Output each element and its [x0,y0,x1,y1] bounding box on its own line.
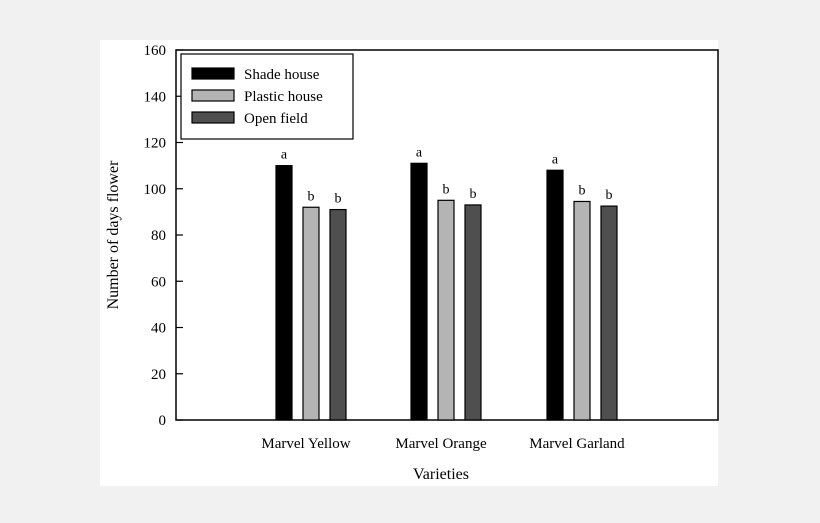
significance-label: b [443,182,450,197]
bar [329,208,347,421]
significance-label: a [281,148,288,163]
legend-label: Shade house [244,67,320,83]
bar [573,200,591,421]
significance-label: b [335,192,342,207]
bar [302,206,320,421]
legend-swatch [191,67,235,80]
x-tick-label: Marvel Yellow [261,436,350,452]
y-tick-label: 60 [151,274,166,290]
y-tick-label: 120 [144,136,167,152]
significance-label: a [416,145,423,160]
significance-label: b [470,187,477,202]
x-tick-label: Marvel Garland [529,436,625,452]
y-axis: 0 20 40 60 80 100 120 140 160 [144,43,183,429]
y-tick-label: 20 [151,367,166,383]
bars: a b b a b b a b b [275,145,618,421]
x-axis: Marvel Yellow Marvel Orange Marvel Garland [261,413,625,452]
significance-label: b [579,183,586,198]
bar [410,162,428,421]
legend-label: Plastic house [244,89,323,105]
y-tick-label: 160 [144,43,167,59]
y-tick-label: 140 [144,89,167,105]
significance-label: b [308,189,315,204]
y-tick-label: 100 [144,182,167,198]
x-tick-label: Marvel Orange [395,436,487,452]
bar [600,205,618,421]
bar [437,199,455,421]
legend-label: Open field [244,111,308,127]
significance-label: b [606,188,613,203]
x-axis-label: Varieties [413,466,469,483]
legend-swatch [191,111,235,124]
legend: Shade house Plastic house Open field [180,53,354,140]
y-tick-label: 80 [151,228,166,244]
y-tick-label: 40 [151,321,166,337]
legend-swatch [191,89,235,102]
y-axis-label: Number of days flower [105,160,122,310]
bar [275,165,293,421]
y-tick-label: 0 [159,413,167,429]
bar [464,204,482,421]
significance-label: a [552,152,559,167]
bar [546,169,564,421]
